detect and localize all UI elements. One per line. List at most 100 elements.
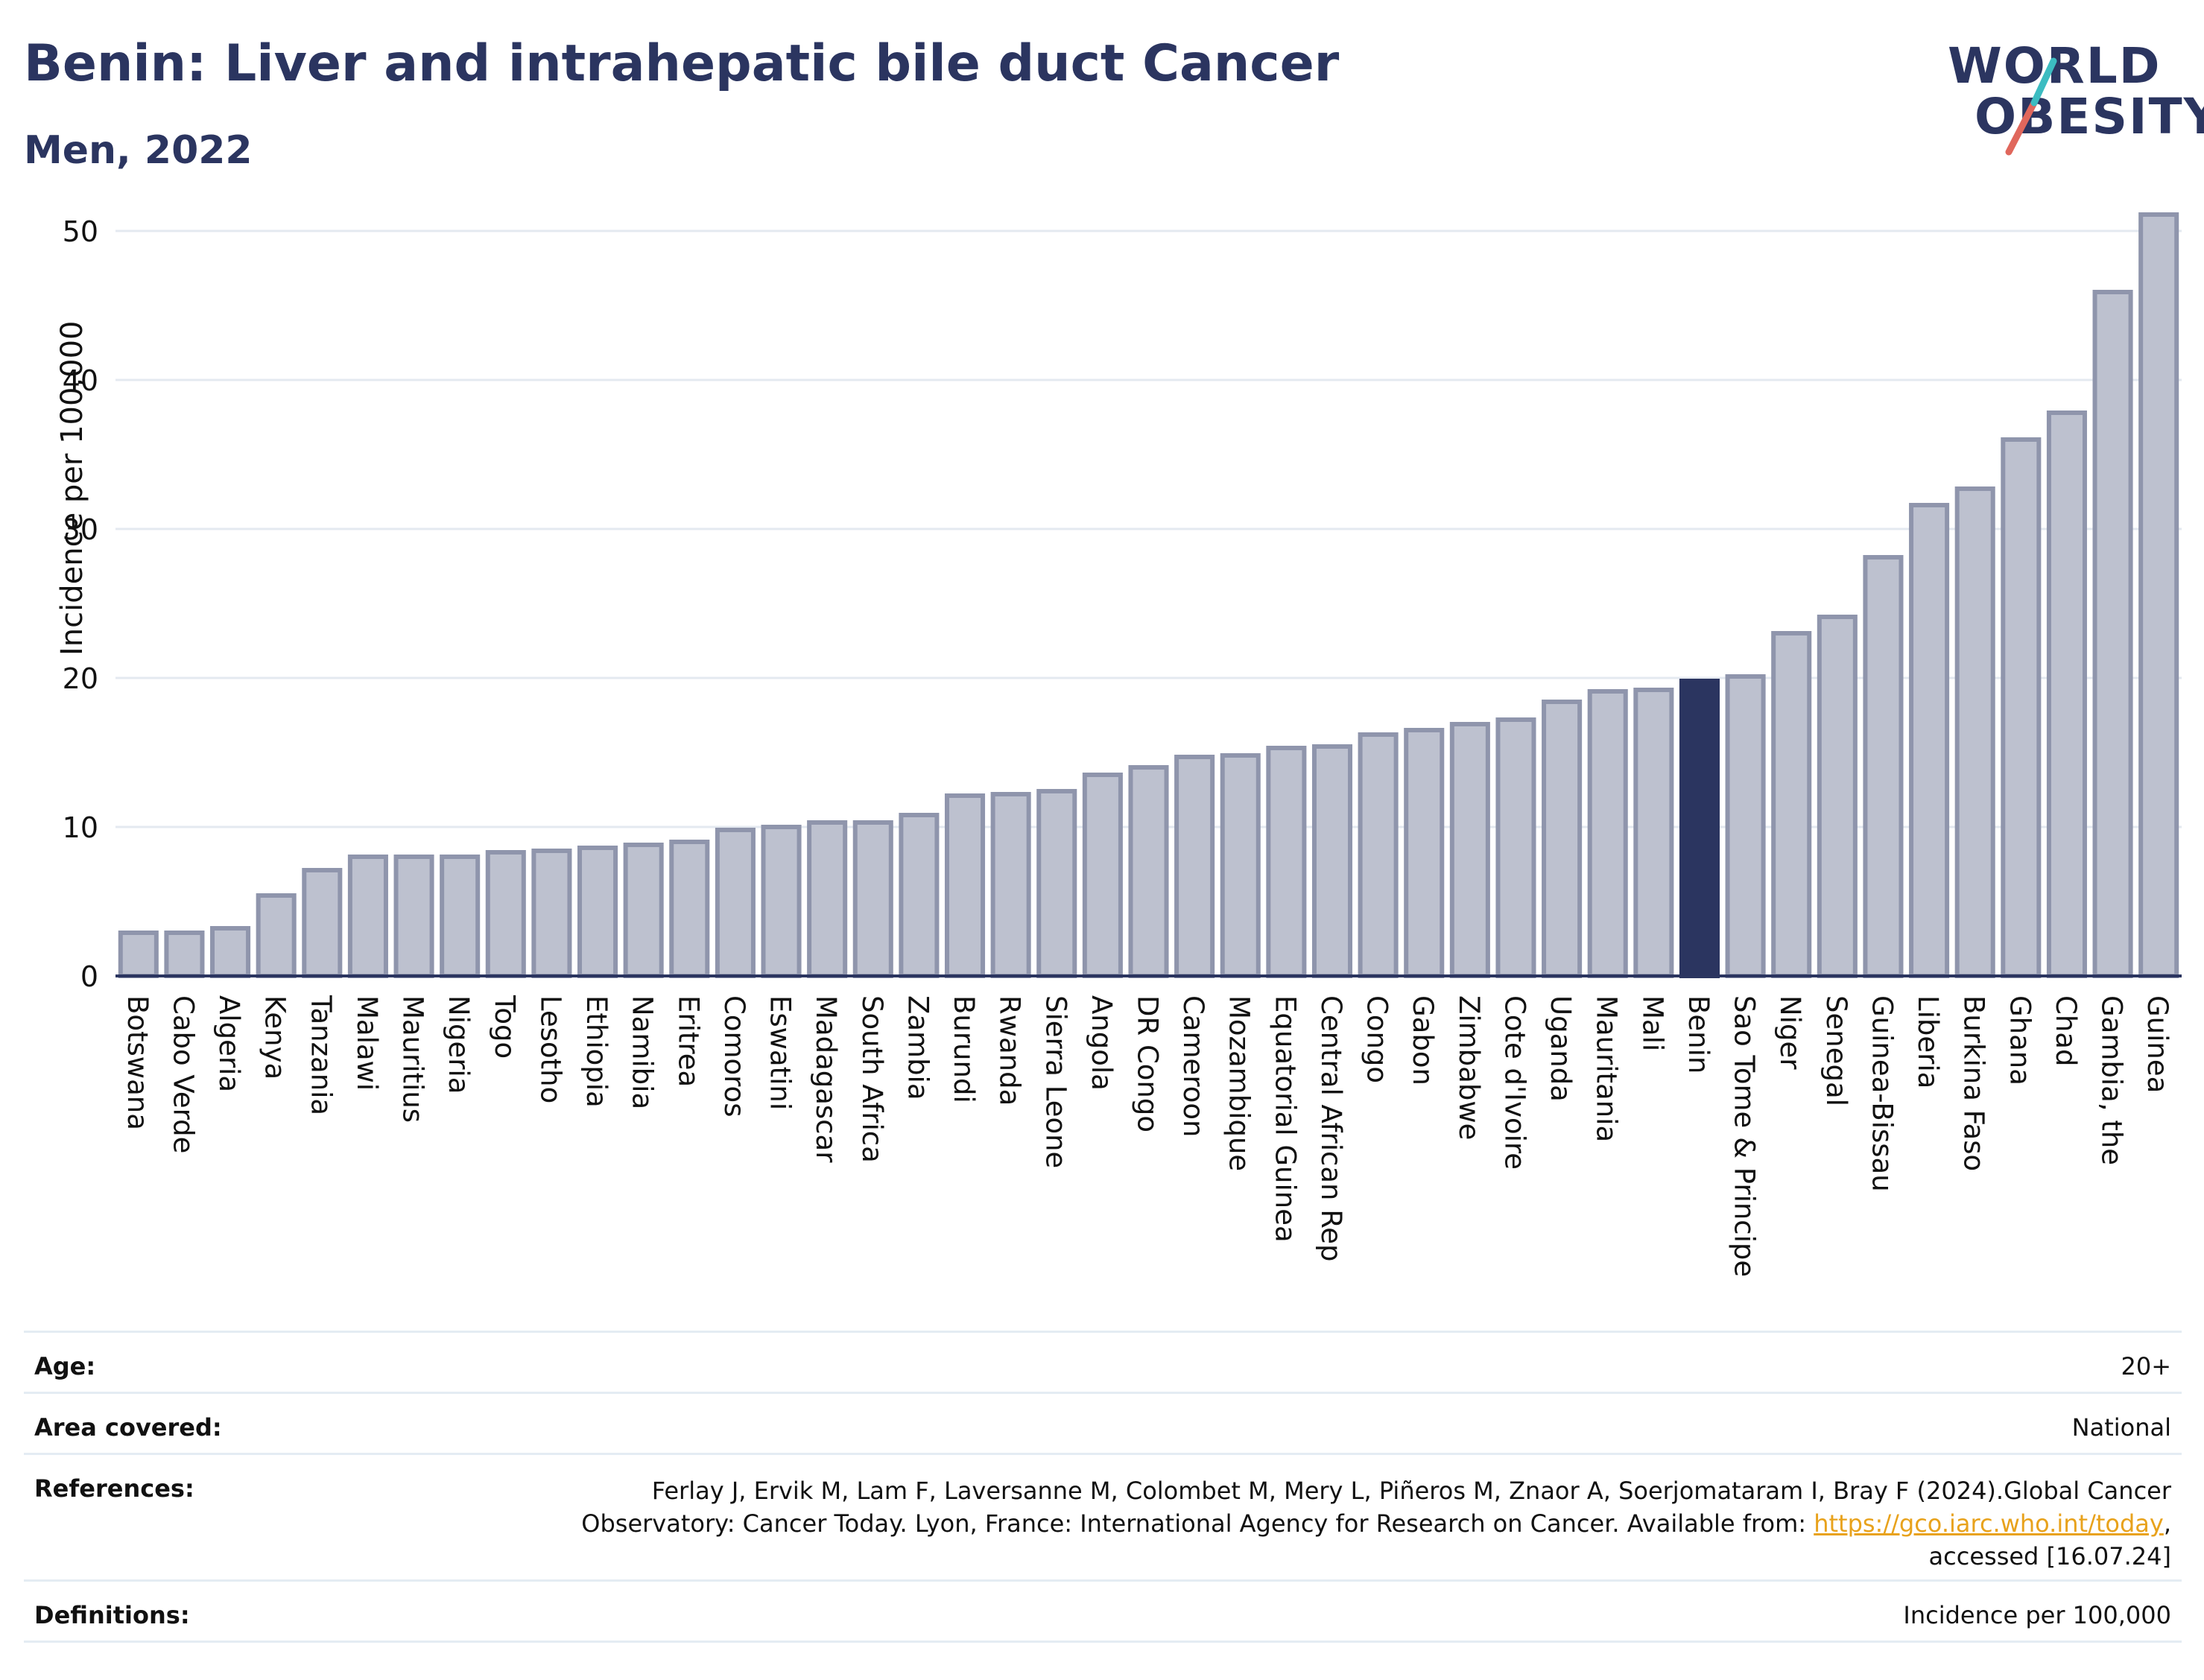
references-link[interactable]: https://gco.iarc.who.int/today bbox=[1814, 1509, 2164, 1538]
bar bbox=[669, 840, 710, 978]
x-tick-label: Equatorial Guinea bbox=[1269, 995, 1301, 1243]
bar bbox=[1404, 728, 1445, 978]
bar bbox=[1725, 674, 1766, 978]
bar bbox=[393, 855, 434, 978]
bar bbox=[944, 793, 986, 978]
x-tick-label: Ghana bbox=[2004, 995, 2036, 1085]
bar bbox=[1863, 555, 1904, 978]
info-row-references: References: Ferlay J, Ervik M, Lam F, La… bbox=[24, 1453, 2182, 1579]
info-row-area: Area covered: National bbox=[24, 1392, 2182, 1453]
bar bbox=[2092, 290, 2133, 978]
references-label: References: bbox=[34, 1474, 194, 1503]
bar bbox=[164, 931, 205, 978]
x-tick-label: Lesotho bbox=[534, 995, 566, 1103]
bar-chart: 0 10 20 30 40 50 Botswana Cabo Verde Algeria Keny… bbox=[63, 212, 2182, 1277]
bar bbox=[256, 893, 297, 978]
area-label: Area covered: bbox=[34, 1413, 222, 1442]
y-tick-label: 0 bbox=[80, 960, 98, 993]
x-tick-label: Gambia, the bbox=[2096, 995, 2128, 1165]
logo-slash-icon bbox=[2005, 57, 2057, 156]
bar bbox=[623, 843, 664, 978]
info-row-age: Age: 20+ bbox=[24, 1331, 2182, 1392]
x-tick-label: Mali bbox=[1636, 995, 1668, 1051]
bar bbox=[118, 931, 159, 978]
x-tick-label: South Africa bbox=[856, 995, 888, 1163]
x-tick-label: DR Congo bbox=[1132, 995, 1164, 1132]
chart-subtitle: Men, 2022 bbox=[24, 128, 253, 173]
x-tick-label: Zimbabwe bbox=[1453, 995, 1485, 1140]
bar bbox=[2001, 437, 2042, 978]
bar bbox=[1220, 753, 1261, 978]
x-tick-label: Mauritania bbox=[1591, 995, 1623, 1142]
bar bbox=[990, 792, 1031, 978]
bar bbox=[531, 849, 572, 978]
x-tick-label: Cote d'Ivoire bbox=[1498, 995, 1530, 1170]
x-tick-label: Algeria bbox=[213, 995, 245, 1092]
x-tick-label: Chad bbox=[2050, 995, 2082, 1066]
bar bbox=[302, 868, 343, 978]
x-tick-label: Kenya bbox=[259, 995, 291, 1080]
x-tick-label: Madagascar bbox=[810, 995, 842, 1163]
bar bbox=[1358, 732, 1399, 978]
x-tick-label: Nigeria bbox=[443, 995, 475, 1094]
y-tick-label: 50 bbox=[63, 215, 98, 248]
x-tick-label: Eswatini bbox=[764, 995, 797, 1110]
x-tick-label: Namibia bbox=[627, 995, 659, 1109]
x-tick-label: Central African Rep bbox=[1315, 995, 1347, 1262]
y-tick-label: 30 bbox=[63, 513, 98, 546]
bar bbox=[485, 850, 526, 978]
x-tick-label: Zambia bbox=[902, 995, 934, 1100]
info-row-definitions: Definitions: Incidence per 100,000 bbox=[24, 1579, 2182, 1641]
x-tick-label: Malawi bbox=[351, 995, 383, 1091]
bar bbox=[1771, 631, 1812, 978]
bar bbox=[1633, 688, 1674, 978]
bar bbox=[1449, 722, 1490, 978]
bar bbox=[347, 855, 388, 978]
references-tail: , accessed [16.07.24] bbox=[1928, 1509, 2171, 1570]
bar bbox=[1128, 765, 1169, 978]
definitions-label: Definitions: bbox=[34, 1601, 190, 1629]
bar bbox=[715, 828, 756, 978]
x-tick-label: Cameroon bbox=[1177, 995, 1209, 1137]
y-tick-label: 40 bbox=[63, 364, 98, 397]
table-bottom-border bbox=[24, 1641, 2182, 1643]
bar bbox=[1174, 755, 1215, 978]
x-tick-label: Burundi bbox=[948, 995, 980, 1103]
logo-line-2: OBESITY bbox=[1975, 88, 2204, 145]
x-tick-label: Tanzania bbox=[305, 995, 337, 1115]
x-tick-label: Guinea-Bissau bbox=[1866, 995, 1898, 1192]
bar bbox=[440, 855, 481, 978]
bar bbox=[1542, 700, 1583, 978]
bar bbox=[1311, 744, 1353, 978]
info-table: Age: 20+ Area covered: National Referenc… bbox=[24, 1331, 2182, 1643]
bar bbox=[577, 846, 618, 978]
x-tick-label: Niger bbox=[1774, 995, 1806, 1070]
y-tick-label: 10 bbox=[63, 811, 98, 844]
bar bbox=[1587, 689, 1628, 978]
x-tick-label: Togo bbox=[489, 995, 521, 1059]
x-tick-label: Gabon bbox=[1407, 995, 1439, 1085]
world-obesity-logo: WORLD OBESITY bbox=[1937, 30, 2204, 156]
age-value: 20+ bbox=[2121, 1352, 2171, 1381]
x-tick-label: Benin bbox=[1682, 995, 1714, 1074]
area-value: National bbox=[2071, 1413, 2171, 1442]
bar bbox=[1909, 503, 1950, 978]
x-tick-label: Burkina Faso bbox=[1958, 995, 1990, 1171]
x-tick-label: Angola bbox=[1086, 995, 1118, 1091]
x-tick-label: Uganda bbox=[1545, 995, 1577, 1102]
bar bbox=[1679, 679, 1720, 978]
x-tick-label: Guinea bbox=[2141, 995, 2173, 1093]
bar bbox=[1817, 615, 1858, 978]
bar bbox=[1082, 773, 1123, 978]
x-tick-label: Botswana bbox=[121, 995, 153, 1130]
x-tick-label: Liberia bbox=[1912, 995, 1944, 1088]
x-tick-label: Rwanda bbox=[994, 995, 1026, 1106]
bar bbox=[899, 813, 940, 978]
bar bbox=[2046, 411, 2087, 978]
x-tick-label: Mauritius bbox=[397, 995, 429, 1123]
bar bbox=[1495, 717, 1536, 978]
x-tick-label: Ethiopia bbox=[580, 995, 612, 1108]
x-tick-label: Mozambique bbox=[1223, 995, 1255, 1171]
bar bbox=[761, 825, 802, 978]
x-tick-label: Sierra Leone bbox=[1039, 995, 1071, 1168]
